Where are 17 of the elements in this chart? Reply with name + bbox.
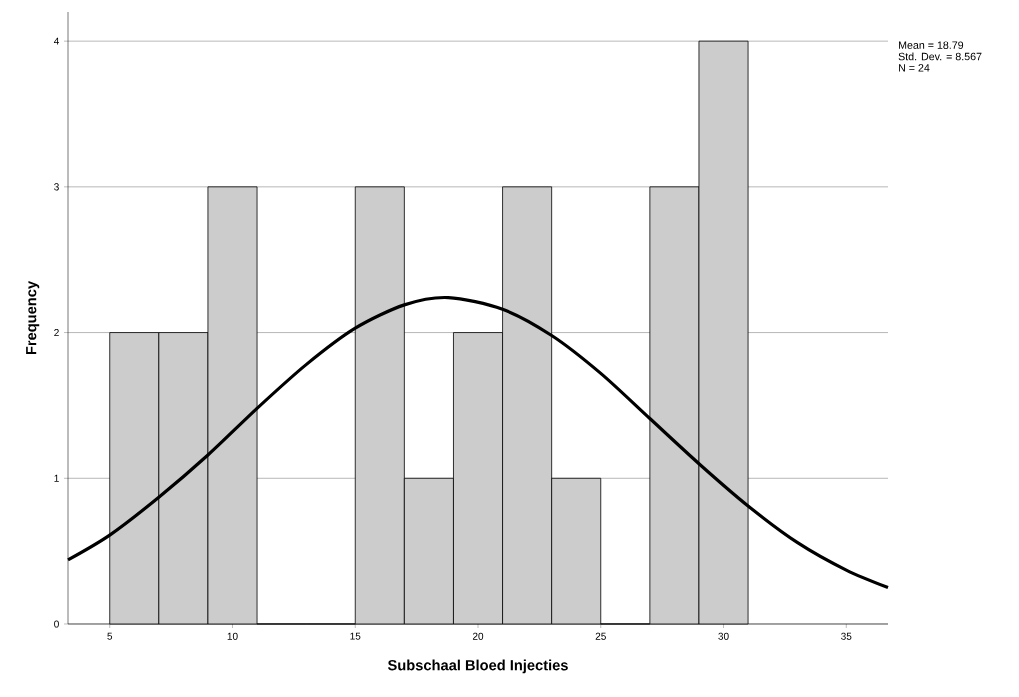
y-tick-label: 4 — [53, 37, 59, 45]
x-tick-label: 20 — [472, 632, 484, 640]
x-tick-label: 10 — [227, 632, 238, 640]
x-tick-label: 35 — [841, 632, 852, 640]
x-tick-label: 30 — [718, 632, 729, 640]
text: N = 24 — [898, 64, 930, 72]
y-tick-label: 0 — [54, 620, 59, 628]
y-tick-label: 2 — [54, 329, 59, 337]
x-tick-label: 5 — [107, 632, 113, 640]
x-tick-label: 25 — [595, 632, 606, 640]
text: Std. Dev. = 8.567 — [898, 52, 982, 61]
y-tick-label: 1 — [54, 474, 59, 482]
x-tick-label: 15 — [350, 632, 361, 640]
x-axis-title: Subschaal Bloed Injecties — [387, 659, 568, 674]
y-tick-label: 3 — [54, 183, 59, 191]
y-axis-title: Frequency — [26, 281, 40, 355]
text: Mean = 18.79 — [898, 41, 964, 49]
